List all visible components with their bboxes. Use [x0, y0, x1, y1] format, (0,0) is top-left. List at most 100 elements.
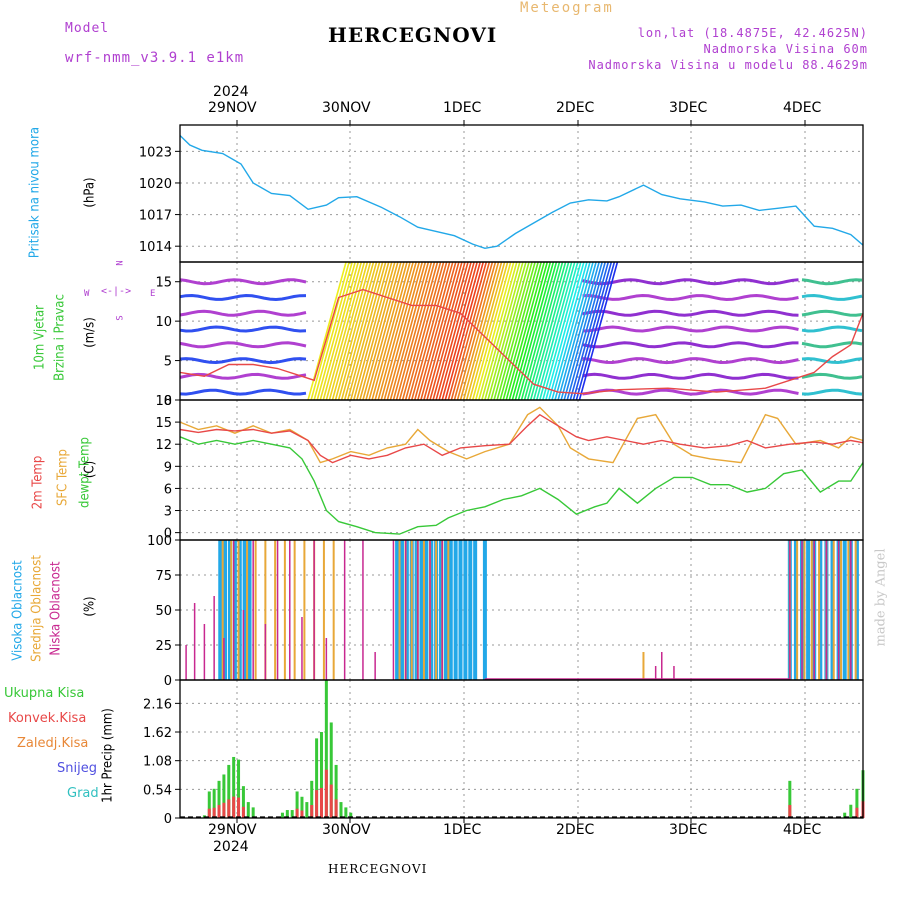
- cloud-bar-1-12: [332, 540, 335, 680]
- wind-barb-44: [441, 261, 481, 401]
- wind-row-2-2: [801, 357, 863, 365]
- cloud-bar-2-14: [343, 540, 346, 680]
- wind-barb-87: [572, 261, 613, 401]
- precip-bar-3: [217, 780, 221, 818]
- wind-row-1-0: [582, 388, 799, 396]
- cloud-ytick-label-0: 0: [164, 674, 172, 689]
- precip-conv-bar-8: [241, 806, 245, 818]
- cloud-bar-2-10: [289, 540, 291, 680]
- cloud-bar-0-36: [854, 540, 859, 680]
- wind-barb-85: [566, 261, 607, 401]
- wind-row-1-5: [582, 309, 799, 317]
- cloud-bar-1-4: [254, 540, 257, 680]
- wind-barb-11: [340, 261, 381, 401]
- wind-barb-58: [484, 261, 524, 401]
- temp-frame: [179, 399, 864, 541]
- wind-row-1-2: [582, 357, 799, 365]
- precip-ytick-label-4: 2.16: [143, 697, 172, 712]
- wind-barb-31: [401, 261, 442, 401]
- cloud-bar-0-32: [830, 540, 835, 680]
- date-label-top-1: 30NOV: [322, 100, 371, 116]
- cloud-bar-0-20: [458, 540, 463, 680]
- dewpoint-line: [179, 436, 864, 535]
- wind-barb-1: [310, 261, 350, 401]
- precip-bar-10: [251, 807, 255, 818]
- cloud-bar-0-2: [228, 540, 233, 680]
- date-label-top-3: 2DEC: [556, 100, 595, 116]
- wind-barb-59: [487, 261, 527, 401]
- wind-ytick-label-2: 10: [155, 315, 172, 330]
- year-label-top: 2024: [213, 84, 249, 100]
- cloud-bar-1-8: [293, 540, 296, 680]
- wind-barb-20: [368, 261, 408, 401]
- cloud-bar-0-21: [463, 540, 468, 680]
- wind-barb-69: [517, 261, 558, 401]
- cloud-bar-2-17: [392, 540, 395, 680]
- temp-ytick-label-3: 9: [164, 460, 172, 475]
- wind-storm-field: [307, 261, 619, 401]
- cloud-bar-2-6: [242, 610, 245, 680]
- wind-barb-86: [569, 261, 610, 401]
- precip-bar-12: [285, 810, 289, 818]
- wind-barb-9: [334, 261, 375, 401]
- cloud-bar-1-11: [322, 540, 325, 680]
- cloud-bar-2-23: [661, 652, 663, 680]
- cloud-bar-0-7: [395, 540, 400, 680]
- wind-barb-35: [414, 261, 454, 401]
- wind-barb-62: [496, 261, 536, 401]
- wind-barb-3: [316, 261, 356, 401]
- wind-barb-26: [386, 261, 427, 401]
- cloud-ytick-label-1: 25: [155, 639, 172, 654]
- wind-barb-38: [423, 261, 463, 401]
- precip-conv-bar-21: [329, 784, 333, 818]
- wind-row-0-2: [179, 357, 307, 365]
- wind-barb-10: [337, 261, 378, 401]
- lonlat-label: lon,lat (18.4875E, 42.4625N): [637, 26, 868, 40]
- cloud-bar-2-22: [654, 666, 657, 680]
- wind-barb-73: [529, 261, 570, 401]
- cloud-bar-1-21: [447, 540, 450, 680]
- cloud-bar-0-3: [232, 540, 237, 680]
- cloud-bar-0-17: [443, 540, 448, 680]
- pressure-ytick-label-2: 1020: [139, 177, 172, 192]
- cloud-bar-0-24: [482, 540, 487, 680]
- wind-barb-19: [365, 261, 405, 401]
- wind-barb-4: [319, 261, 360, 401]
- cloud-bar-1-22: [642, 652, 645, 680]
- cloud-bar-1-32: [854, 540, 857, 680]
- wind-barb-30: [398, 261, 439, 401]
- date-label-bottom-2: 1DEC: [443, 822, 482, 838]
- wind-barb-18: [362, 261, 402, 401]
- wind-row-0-7: [179, 278, 307, 286]
- wind-barb-76: [539, 261, 579, 401]
- precip-conv-bar-3: [217, 804, 221, 818]
- wind-barb-70: [520, 261, 561, 401]
- wind-barb-28: [392, 261, 433, 401]
- cloud-bar-1-17: [422, 540, 425, 680]
- wind-row-0-0: [179, 388, 307, 396]
- wind-barb-57: [481, 261, 521, 401]
- precip-bar-28: [849, 804, 853, 818]
- cloud-bar-2-9: [276, 540, 279, 680]
- wind-ytick-label-0: 0: [164, 394, 172, 409]
- wind-barb-17: [359, 261, 399, 401]
- precip-bar-19: [319, 732, 323, 818]
- cloud-bar-2-18: [404, 540, 407, 680]
- wind-barb-84: [563, 261, 603, 401]
- cloud-bar-1-31: [847, 540, 850, 680]
- cloud-bar-1-13: [398, 540, 401, 680]
- wind-barb-14: [349, 261, 390, 401]
- precip-bar-9: [246, 802, 250, 818]
- precip-ytick-label-2: 1.08: [143, 755, 172, 770]
- wind-barb-67: [511, 261, 552, 401]
- page-title: HERCEGNOVI: [328, 23, 498, 47]
- cloud-bar-0-8: [399, 540, 404, 680]
- cloud-bar-0-30: [818, 540, 823, 680]
- cloud-bar-1-19: [435, 540, 438, 680]
- cloud-bar-1-26: [810, 540, 813, 680]
- wind-barb-41: [432, 261, 472, 401]
- precip-legend-freezing: Zaledj.Kisa: [17, 736, 89, 751]
- precip-bar-26: [788, 780, 792, 818]
- footer-station: HERCEGNOVI: [328, 862, 428, 876]
- wind-barb-64: [502, 261, 542, 401]
